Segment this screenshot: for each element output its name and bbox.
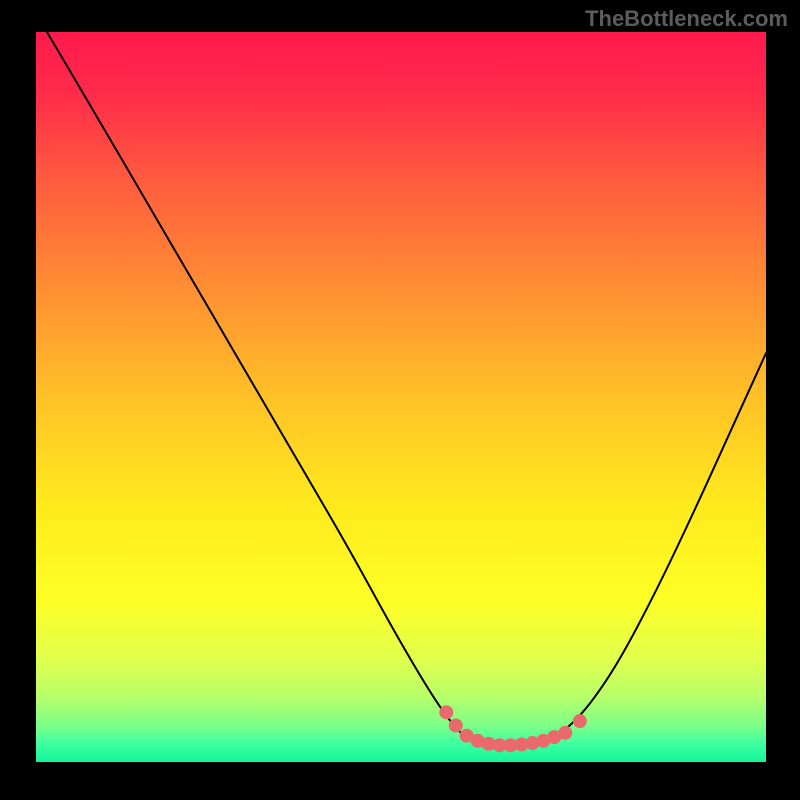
marker-dot bbox=[559, 726, 572, 739]
marker-dot bbox=[440, 706, 453, 719]
plot-gradient bbox=[36, 32, 766, 762]
marker-dot bbox=[449, 719, 462, 732]
bottleneck-chart bbox=[0, 0, 800, 800]
chart-container: TheBottleneck.com bbox=[0, 0, 800, 800]
watermark-text: TheBottleneck.com bbox=[585, 6, 788, 32]
marker-dot bbox=[573, 715, 586, 728]
